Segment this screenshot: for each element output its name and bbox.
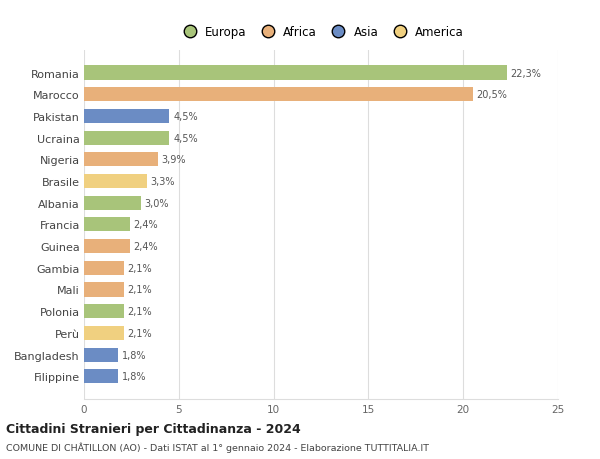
Text: 20,5%: 20,5%	[476, 90, 508, 100]
Bar	[84, 67, 507, 80]
Bar	[84, 326, 124, 340]
Text: 1,8%: 1,8%	[122, 371, 146, 381]
Bar	[84, 283, 124, 297]
Legend: Europa, Africa, Asia, America: Europa, Africa, Asia, America	[173, 22, 469, 44]
Text: 2,1%: 2,1%	[128, 328, 152, 338]
Bar	[84, 196, 141, 210]
Text: 3,9%: 3,9%	[162, 155, 186, 165]
Bar	[84, 88, 473, 102]
Bar	[84, 348, 118, 362]
Bar	[84, 261, 124, 275]
Bar	[84, 240, 130, 253]
Text: 2,1%: 2,1%	[128, 307, 152, 317]
Bar	[84, 369, 118, 383]
Text: 2,4%: 2,4%	[133, 220, 158, 230]
Text: 2,4%: 2,4%	[133, 241, 158, 252]
Bar	[84, 304, 124, 319]
Text: 2,1%: 2,1%	[128, 285, 152, 295]
Text: COMUNE DI CHÂTILLON (AO) - Dati ISTAT al 1° gennaio 2024 - Elaborazione TUTTITAL: COMUNE DI CHÂTILLON (AO) - Dati ISTAT al…	[6, 442, 429, 452]
Bar	[84, 174, 146, 189]
Text: 2,1%: 2,1%	[128, 263, 152, 273]
Text: 4,5%: 4,5%	[173, 112, 198, 122]
Text: 3,3%: 3,3%	[151, 177, 175, 187]
Bar	[84, 110, 169, 124]
Text: Cittadini Stranieri per Cittadinanza - 2024: Cittadini Stranieri per Cittadinanza - 2…	[6, 422, 301, 436]
Text: 1,8%: 1,8%	[122, 350, 146, 360]
Bar	[84, 153, 158, 167]
Text: 22,3%: 22,3%	[511, 68, 541, 78]
Text: 3,0%: 3,0%	[145, 198, 169, 208]
Bar	[84, 131, 169, 146]
Text: 4,5%: 4,5%	[173, 133, 198, 143]
Bar	[84, 218, 130, 232]
